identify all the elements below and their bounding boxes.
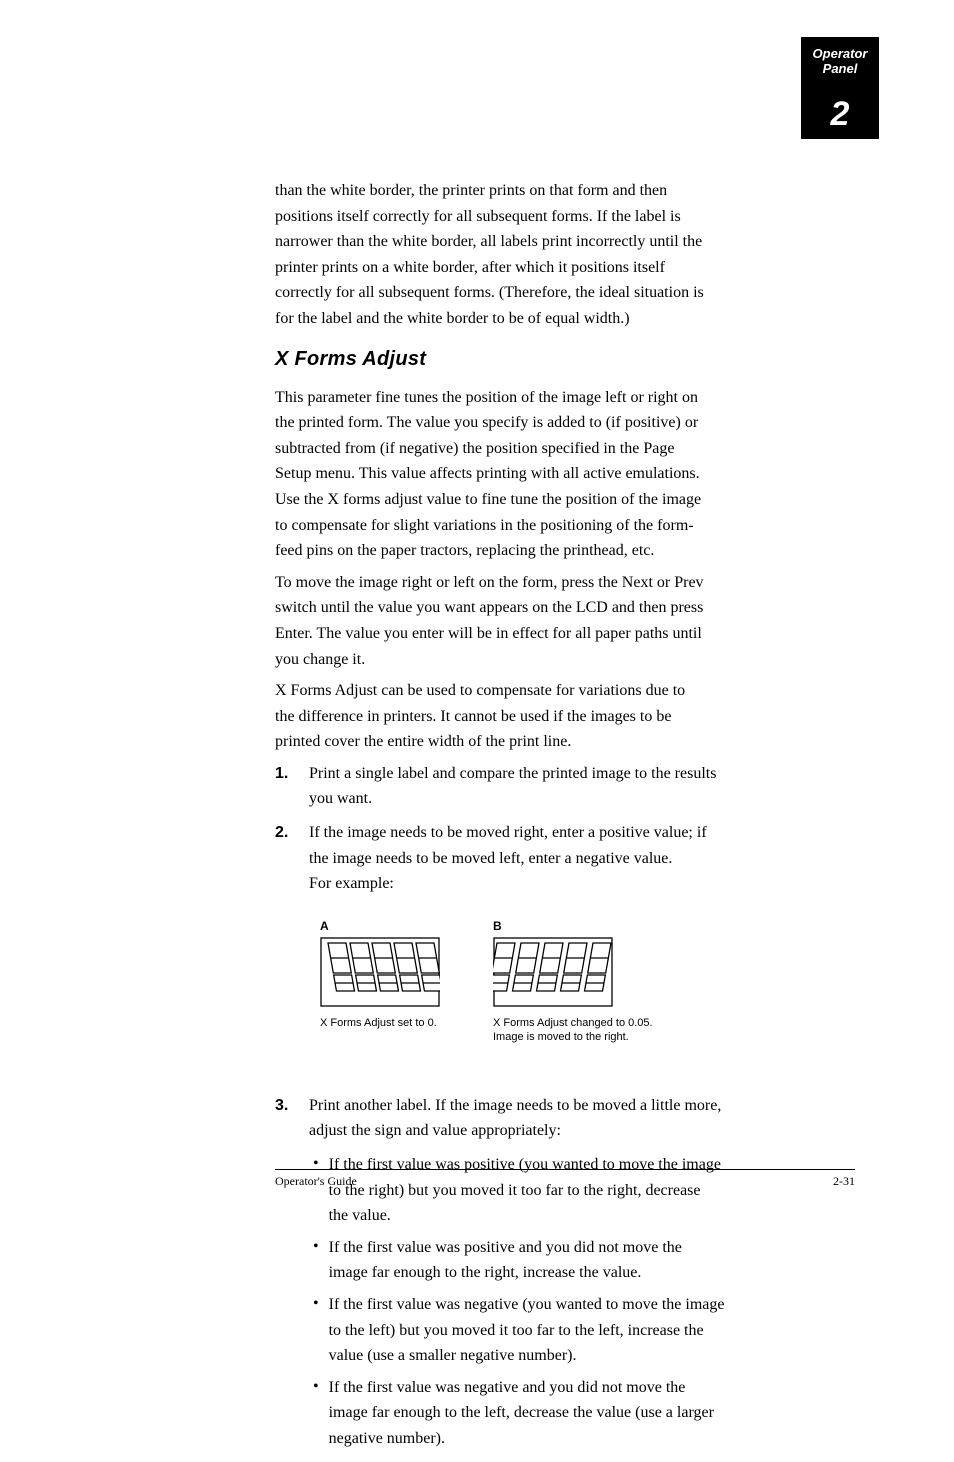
- bullet-line: If the first value was negative (you wan…: [329, 1294, 855, 1316]
- step-2: 2. If the image needs to be moved right,…: [275, 822, 855, 899]
- chapter-tab-line2: Panel: [823, 61, 858, 76]
- step-1: 1. Print a single label and compare the …: [275, 763, 855, 814]
- step-number: 2.: [275, 824, 295, 899]
- bullet-item: • If the first value was positive (you w…: [313, 1154, 855, 1231]
- bullet-line: value (use a smaller negative number).: [329, 1345, 855, 1367]
- intro-line: positions itself correctly for all subse…: [275, 206, 855, 228]
- step-3: 3. Print another label. If the image nee…: [275, 1095, 855, 1146]
- step-line: Print a single label and compare the pri…: [309, 763, 855, 785]
- bullet-line: If the first value was positive and you …: [329, 1237, 855, 1259]
- p1-line: This parameter fine tunes the position o…: [275, 387, 855, 409]
- footer-left: Operator's Guide: [275, 1174, 357, 1189]
- step-body: Print a single label and compare the pri…: [309, 763, 855, 814]
- p1-line: Setup menu. This value affects printing …: [275, 463, 855, 485]
- p2-line: the difference in printers. It cannot be…: [275, 706, 855, 728]
- bullet-list: • If the first value was positive (you w…: [313, 1154, 855, 1454]
- bullet-body: If the first value was positive and you …: [329, 1237, 855, 1288]
- content-column: than the white border, the printer print…: [275, 180, 855, 1462]
- figure-label-a: A: [320, 919, 329, 933]
- intro-line: correctly for all subsequent forms. (The…: [275, 282, 855, 304]
- step-body: Print another label. If the image needs …: [309, 1095, 855, 1146]
- section-title: X Forms Adjust: [275, 348, 855, 371]
- figure-area: A B: [275, 919, 855, 1069]
- step-line: If the image needs to be moved right, en…: [309, 822, 855, 844]
- page-footer: Operator's Guide 2-31: [275, 1169, 855, 1189]
- bullet-item: • If the first value was negative and yo…: [313, 1377, 855, 1454]
- figure-caption-b-sub: Image is moved to the right.: [493, 1031, 629, 1043]
- bullet-dot: •: [313, 1237, 319, 1288]
- step-line: the image needs to be moved left, enter …: [309, 848, 855, 870]
- chapter-tab-line1: Operator: [813, 46, 868, 61]
- footer-right: 2-31: [833, 1174, 855, 1189]
- bullet-item: • If the first value was positive and yo…: [313, 1237, 855, 1288]
- step-line: you want.: [309, 788, 855, 810]
- bullet-dot: •: [313, 1154, 319, 1231]
- chapter-tab-number: 2: [831, 97, 850, 131]
- paragraph-2: To move the image right or left on the f…: [275, 572, 855, 753]
- intro-paragraph: than the white border, the printer print…: [275, 180, 855, 330]
- figure-a: [320, 937, 440, 1012]
- p1-line: feed pins on the paper tractors, replaci…: [275, 540, 855, 562]
- p2-line: To move the image right or left on the f…: [275, 572, 855, 594]
- bullet-body: If the first value was negative and you …: [329, 1377, 855, 1454]
- chapter-tab: Operator Panel 2: [801, 37, 879, 139]
- p1-line: the printed form. The value you specify …: [275, 412, 855, 434]
- chapter-tab-title: Operator Panel: [813, 47, 868, 77]
- intro-line: than the white border, the printer print…: [275, 180, 855, 202]
- p1-line: subtracted from (if negative) the positi…: [275, 438, 855, 460]
- bullet-line: If the first value was negative and you …: [329, 1377, 855, 1399]
- p2-line: switch until the value you want appears …: [275, 597, 855, 619]
- figure-b: [493, 937, 613, 1012]
- p1-line: to compensate for slight variations in t…: [275, 515, 855, 537]
- bullet-dot: •: [313, 1294, 319, 1371]
- step-line: Print another label. If the image needs …: [309, 1095, 855, 1117]
- bullet-line: image far enough to the right, increase …: [329, 1262, 855, 1284]
- step-line: adjust the sign and value appropriately:: [309, 1120, 855, 1142]
- bullet-line: the value.: [329, 1205, 855, 1227]
- page: Operator Panel 2 than the white border, …: [0, 0, 954, 1235]
- p2-line: printed cover the entire width of the pr…: [275, 731, 855, 753]
- intro-line: narrower than the white border, all labe…: [275, 231, 855, 253]
- step-number: 3.: [275, 1097, 295, 1146]
- p2-line: Enter. The value you enter will be in ef…: [275, 623, 855, 645]
- bullet-body: If the first value was positive (you wan…: [329, 1154, 855, 1231]
- bullet-item: • If the first value was negative (you w…: [313, 1294, 855, 1371]
- step-body: If the image needs to be moved right, en…: [309, 822, 855, 899]
- p1-line: Use the X forms adjust value to fine tun…: [275, 489, 855, 511]
- p2-line: you change it.: [275, 649, 855, 671]
- bullet-line: to the left) but you moved it too far to…: [329, 1320, 855, 1342]
- paragraph-1: This parameter fine tunes the position o…: [275, 387, 855, 562]
- bullet-line: negative number).: [329, 1428, 855, 1450]
- step-number: 1.: [275, 765, 295, 814]
- figure-label-b: B: [493, 919, 502, 933]
- intro-line: printer prints on a white border, after …: [275, 257, 855, 279]
- figure-caption-b: X Forms Adjust changed to 0.05.: [493, 1017, 653, 1029]
- bullet-body: If the first value was negative (you wan…: [329, 1294, 855, 1371]
- bullet-line: image far enough to the left, decrease t…: [329, 1402, 855, 1424]
- bullet-dot: •: [313, 1377, 319, 1454]
- figure-caption-a: X Forms Adjust set to 0.: [320, 1017, 437, 1029]
- p2-line: X Forms Adjust can be used to compensate…: [275, 680, 855, 702]
- intro-line: for the label and the white border to be…: [275, 308, 855, 330]
- step-line: For example:: [309, 873, 855, 895]
